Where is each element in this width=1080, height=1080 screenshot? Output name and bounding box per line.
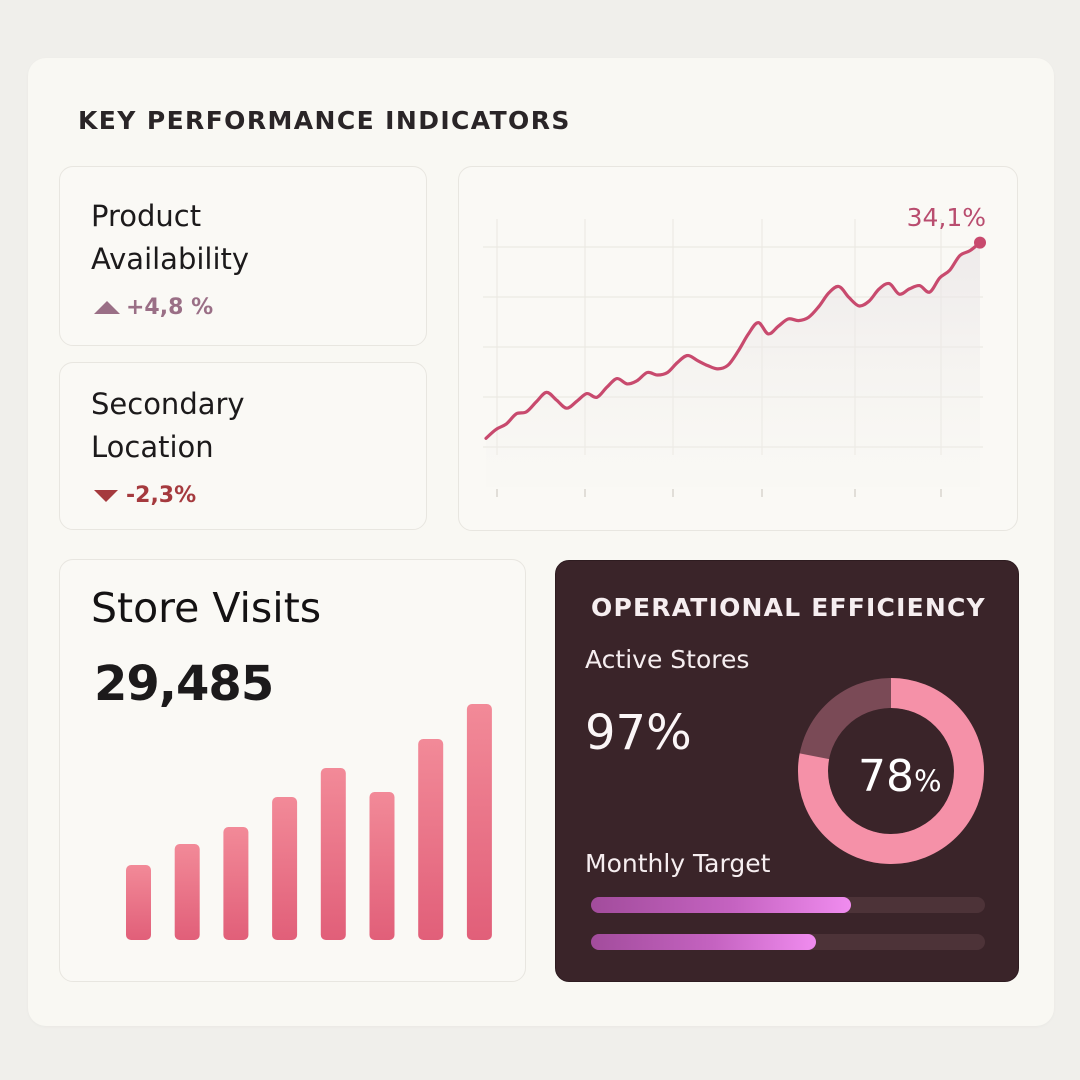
triangle-up-icon bbox=[94, 301, 120, 314]
efficiency-title: OPERATIONAL EFFICIENCY bbox=[591, 593, 986, 622]
donut-label: 78% bbox=[858, 751, 942, 802]
visits-bar bbox=[320, 768, 346, 940]
donut-chart bbox=[798, 678, 984, 864]
visits-bar bbox=[466, 704, 492, 940]
kpi-card-secondary-location[interactable]: Secondary Location -2,3% bbox=[59, 362, 427, 530]
trend-end-point bbox=[974, 236, 986, 249]
visits-bar bbox=[126, 865, 151, 940]
kpi-change-value: -2,3% bbox=[126, 483, 197, 508]
trend-line-chart: 34,1% bbox=[483, 203, 986, 497]
kpi-title-line: Location bbox=[91, 430, 214, 464]
kpi-change-value: +4,8 % bbox=[126, 295, 214, 320]
trend-chart-card[interactable]: 34,1% bbox=[458, 166, 1018, 531]
monthly-target-label: Monthly Target bbox=[585, 849, 771, 878]
trend-area bbox=[486, 242, 980, 487]
donut-arc bbox=[798, 678, 984, 864]
kpi-title: Secondary Location bbox=[91, 383, 245, 469]
store-visits-bar-chart bbox=[126, 704, 492, 940]
visits-bar bbox=[369, 792, 395, 940]
donut-value: 78 bbox=[858, 751, 914, 802]
progress-fill-2 bbox=[591, 934, 816, 950]
store-visits-card[interactable]: Store Visits 29,485 bbox=[59, 559, 526, 982]
active-stores-value: 97% bbox=[585, 705, 692, 761]
donut-unit: % bbox=[914, 764, 942, 798]
visits-bar bbox=[223, 827, 249, 940]
store-visits-value: 29,485 bbox=[94, 656, 274, 712]
visits-bar bbox=[174, 844, 200, 940]
kpi-card-product-availability[interactable]: Product Availability +4,8 % bbox=[59, 166, 427, 346]
kpi-title-line: Availability bbox=[91, 242, 250, 276]
trend-latest-label: 34,1% bbox=[907, 203, 986, 232]
page-title: KEY PERFORMANCE INDICATORS bbox=[78, 106, 571, 135]
kpi-change-up: +4,8 % bbox=[94, 295, 213, 320]
active-stores-label: Active Stores bbox=[585, 645, 750, 674]
kpi-change-down: -2,3% bbox=[94, 483, 196, 508]
progress-track-2 bbox=[591, 934, 985, 950]
kpi-title-line: Product bbox=[91, 199, 202, 233]
kpi-title: Product Availability bbox=[91, 195, 249, 281]
operational-efficiency-card[interactable]: OPERATIONAL EFFICIENCY Active Stores 97%… bbox=[555, 560, 1019, 982]
trend-line bbox=[484, 241, 982, 440]
progress-fill-1 bbox=[591, 897, 852, 913]
visits-bar bbox=[272, 797, 298, 940]
progress-track-1 bbox=[591, 897, 985, 913]
visits-bar bbox=[418, 739, 444, 940]
store-visits-title: Store Visits bbox=[91, 584, 322, 632]
kpi-title-line: Secondary bbox=[91, 387, 245, 421]
triangle-down-icon bbox=[94, 489, 118, 502]
